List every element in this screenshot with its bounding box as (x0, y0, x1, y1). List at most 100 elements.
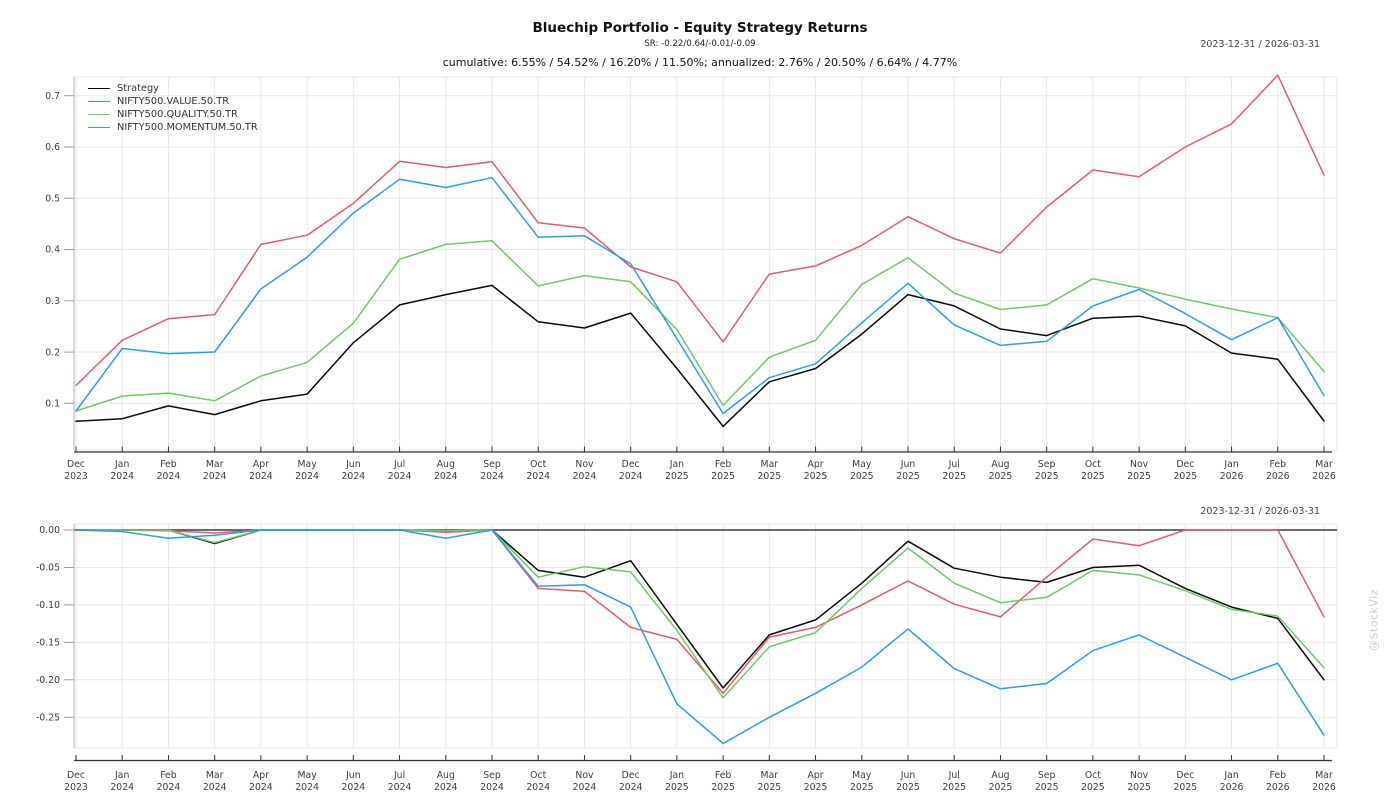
y-tick-label: 0.2 (45, 347, 60, 358)
series-line-nifty500-momentum-50-tr (75, 176, 1325, 415)
x-tick-label-month: Oct (1085, 459, 1101, 470)
x-tick-label-month: Jan (669, 459, 684, 470)
y-tick-label: 0.3 (45, 296, 60, 307)
y-tick-label: 0.7 (45, 91, 60, 102)
x-tick-label-month: Feb (160, 459, 177, 470)
legend-label: Strategy (117, 83, 159, 94)
legend-label: NIFTY500.MOMENTUM.50.TR (117, 122, 258, 133)
x-tick-label-month: Feb (160, 770, 177, 781)
x-tick-label-year: 2025 (1127, 782, 1151, 793)
y-tick-label: -0.20 (36, 675, 60, 686)
x-tick-label-year: 2025 (757, 471, 781, 482)
x-tick-label-year: 2024 (388, 782, 412, 793)
date-range-bottom: 2023-12-31 / 2026-03-31 (1200, 506, 1320, 517)
x-tick-label-year: 2024 (249, 782, 273, 793)
x-tick-label-month: Jan (114, 770, 129, 781)
legend-item: NIFTY500.VALUE.50.TR (88, 95, 258, 108)
x-tick-label-month: Feb (1270, 770, 1287, 781)
x-tick-label-month: Dec (67, 459, 85, 470)
legend-item: NIFTY500.QUALITY.50.TR (88, 108, 258, 121)
x-tick-label-month: Mar (206, 770, 224, 781)
x-tick-label-year: 2024 (434, 782, 458, 793)
x-tick-label-month: Dec (622, 770, 640, 781)
y-tick-label: 0.5 (45, 193, 60, 204)
legend-label: NIFTY500.VALUE.50.TR (117, 96, 230, 107)
x-tick-label-month: Oct (530, 459, 546, 470)
x-tick-label-year: 2025 (942, 782, 966, 793)
series-line-nifty500-value-50-tr (75, 74, 1325, 387)
x-tick-label-month: Apr (253, 459, 269, 470)
x-tick-label-month: Mar (1315, 459, 1333, 470)
x-tick-label-year: 2023 (64, 782, 88, 793)
x-tick-label-month: Jun (900, 770, 916, 781)
x-tick-label-year: 2024 (434, 471, 458, 482)
x-tick-label-month: Feb (1270, 459, 1287, 470)
x-tick-label-month: Sep (1038, 770, 1056, 781)
y-tick-label: 0.00 (39, 525, 60, 536)
x-tick-label-year: 2026 (1220, 471, 1244, 482)
x-tick-label-year: 2024 (341, 471, 365, 482)
x-tick-label-year: 2024 (295, 471, 319, 482)
x-tick-label-year: 2024 (203, 471, 227, 482)
x-tick-label-year: 2024 (573, 471, 597, 482)
legend-line-swatch (88, 100, 110, 103)
x-tick-label-month: Dec (622, 459, 640, 470)
x-tick-label-month: Feb (715, 770, 732, 781)
x-tick-label-month: Sep (1038, 459, 1056, 470)
legend-label: NIFTY500.QUALITY.50.TR (117, 109, 238, 120)
x-tick-label-year: 2024 (295, 782, 319, 793)
x-tick-label-year: 2026 (1312, 471, 1336, 482)
x-tick-label-year: 2025 (1173, 471, 1197, 482)
x-tick-label-month: Jun (345, 770, 361, 781)
x-tick-label-year: 2025 (896, 471, 920, 482)
x-tick-label-year: 2023 (64, 471, 88, 482)
plot-border (73, 523, 1338, 749)
x-tick-label-month: Jul (948, 459, 960, 470)
x-tick-label-month: Jul (393, 770, 405, 781)
x-tick-label-year: 2024 (157, 471, 181, 482)
series-line-strategy (75, 284, 1325, 428)
x-tick-label-year: 2025 (804, 782, 828, 793)
legend-line-swatch (88, 113, 110, 116)
chart-title: Bluechip Portfolio - Equity Strategy Ret… (532, 20, 868, 36)
x-tick-label-year: 2024 (203, 782, 227, 793)
x-tick-label-year: 2025 (711, 782, 735, 793)
plot-border (73, 76, 1338, 451)
legend: Strategy NIFTY500.VALUE.50.TR NIFTY500.QUA… (88, 82, 258, 134)
series-line-nifty500-quality-50-tr (75, 529, 1325, 699)
x-tick-label-month: Sep (483, 459, 501, 470)
x-tick-label-month: Apr (253, 770, 269, 781)
x-tick-label-year: 2025 (850, 471, 874, 482)
x-tick-label-month: Jul (948, 770, 960, 781)
y-tick-label: -0.25 (36, 712, 60, 723)
legend-line-swatch (88, 87, 110, 90)
x-tick-label-month: Nov (1130, 770, 1149, 781)
x-tick-label-year: 2025 (711, 471, 735, 482)
x-tick-label-month: May (297, 459, 317, 470)
x-tick-label-year: 2026 (1266, 471, 1290, 482)
x-tick-label-month: Aug (991, 459, 1009, 470)
x-tick-label-month: Jan (1223, 770, 1238, 781)
legend-item: Strategy (88, 82, 258, 95)
x-tick-label-year: 2025 (757, 782, 781, 793)
series-line-nifty500-momentum-50-tr (75, 529, 1325, 745)
x-tick-label-month: Jan (669, 770, 684, 781)
x-tick-label-month: Dec (1176, 770, 1194, 781)
series-line-nifty500-value-50-tr (75, 529, 1325, 695)
x-tick-label-year: 2024 (619, 471, 643, 482)
series-line-nifty500-quality-50-tr (75, 240, 1325, 412)
legend-item: NIFTY500.MOMENTUM.50.TR (88, 121, 258, 134)
watermark: @StockViz (1367, 588, 1381, 652)
x-tick-label-month: Feb (715, 459, 732, 470)
x-tick-label-year: 2025 (896, 782, 920, 793)
x-tick-label-year: 2025 (989, 782, 1013, 793)
x-tick-label-month: Nov (1130, 459, 1149, 470)
x-tick-label-year: 2025 (1081, 471, 1105, 482)
x-tick-label-month: Aug (991, 770, 1009, 781)
x-tick-label-year: 2026 (1312, 782, 1336, 793)
x-tick-label-year: 2025 (850, 782, 874, 793)
x-tick-label-month: Aug (437, 770, 455, 781)
x-tick-label-month: Dec (67, 770, 85, 781)
